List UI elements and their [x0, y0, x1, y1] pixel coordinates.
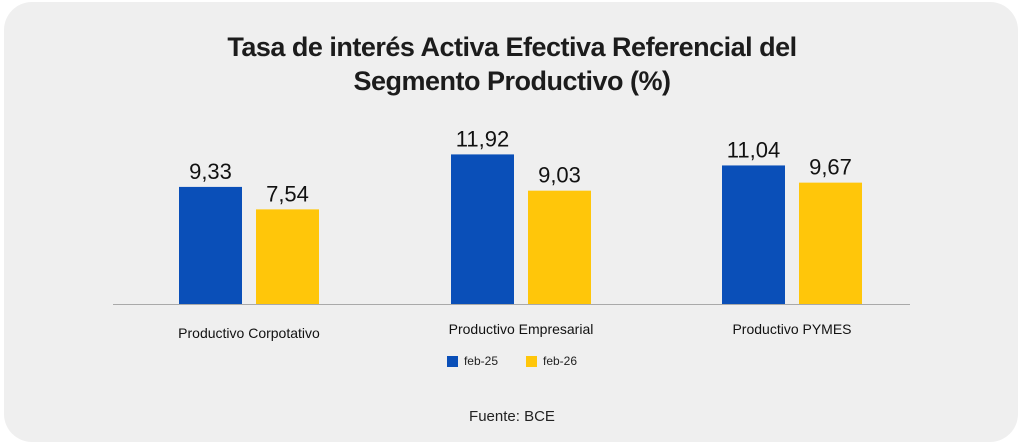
bar-feb-26-1: [256, 209, 319, 304]
chart-title-line-1: Tasa de interés Activa Efectiva Referenc…: [227, 32, 797, 62]
legend-label-series-1: feb-25: [463, 354, 498, 368]
legend-item-series-2: feb-26: [526, 354, 577, 368]
category-label-3: Productivo PYMES: [732, 321, 851, 337]
bar-feb-26-2: [528, 190, 591, 304]
data-label-feb-25-3: 11,04: [727, 137, 780, 162]
legend-label-series-2: feb-26: [543, 354, 578, 368]
chart-source: Fuente: BCE: [469, 408, 555, 425]
legend-item-series-1: feb-25: [446, 354, 498, 368]
category-label-1: Productivo Corpotativo: [178, 325, 320, 341]
category-label-2: Productivo Empresarial: [449, 321, 594, 337]
chart-legend: feb-25 feb-26: [0, 354, 1024, 368]
bar-feb-25-2: [451, 154, 514, 304]
data-label-feb-26-2: 9,03: [538, 163, 581, 188]
bar-feb-26-3: [799, 182, 862, 304]
data-label-feb-25-1: 9,33: [189, 159, 232, 184]
legend-swatch-series-1: [446, 355, 458, 367]
data-label-feb-25-2: 11,92: [456, 126, 509, 151]
data-label-feb-26-1: 7,54: [266, 181, 309, 206]
bar-feb-25-1: [179, 186, 242, 304]
bar-feb-25-3: [722, 165, 785, 304]
data-label-feb-26-3: 9,67: [809, 155, 852, 180]
legend-swatch-series-2: [526, 355, 537, 367]
chart-title-line-2: Segmento Productivo (%): [353, 66, 671, 96]
